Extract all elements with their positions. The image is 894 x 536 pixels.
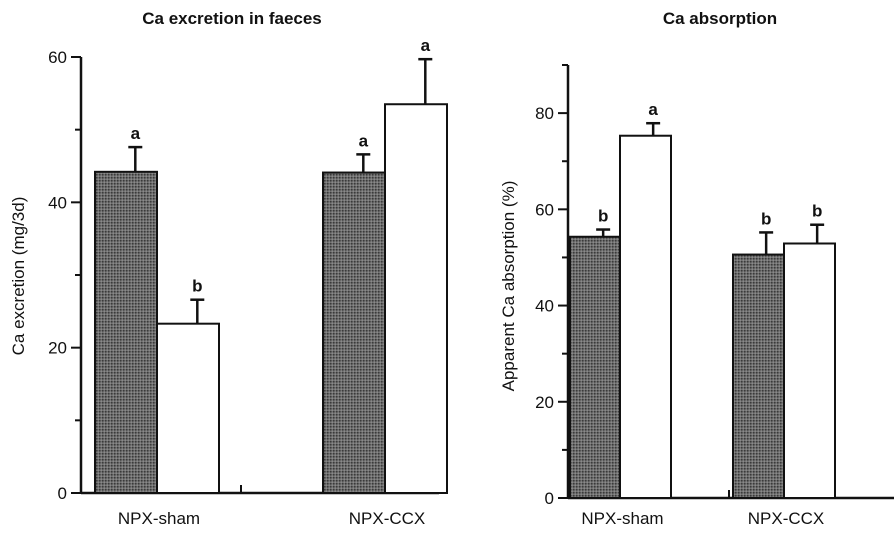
bar [569, 235, 622, 500]
y-tick-label: 40 [48, 193, 67, 212]
significance-letter: b [761, 209, 771, 228]
chart-right-bars: b a b b [569, 100, 836, 500]
bar [94, 170, 158, 495]
y-tick-label: 60 [535, 200, 554, 219]
significance-letter: a [421, 36, 431, 55]
significance-letter: b [812, 202, 822, 221]
chart-left-y-axis-label: Ca excretion (mg/3d) [9, 197, 28, 356]
bar [783, 242, 836, 499]
y-tick-label: 80 [535, 104, 554, 123]
significance-letter: a [359, 131, 369, 150]
chart-right-y-axis-label: Apparent Ca absorption (%) [499, 181, 518, 392]
chart-right-y-ticks: 0 20 40 60 80 [535, 64, 568, 508]
chart-left-y-ticks: 0 20 40 60 [48, 48, 81, 503]
bar [619, 134, 672, 499]
y-tick-label: 40 [535, 297, 554, 316]
bar [732, 253, 785, 499]
significance-letter: a [131, 124, 141, 143]
significance-letter: b [598, 207, 608, 226]
x-category-label: NPX-sham [118, 509, 200, 528]
significance-letter: a [648, 100, 658, 119]
bar [156, 322, 220, 495]
y-tick-label: 0 [545, 489, 554, 508]
chart-right-categories: NPX-sham NPX-CCX [581, 509, 824, 528]
x-category-label: NPX-CCX [748, 509, 825, 528]
y-tick-label: 20 [535, 393, 554, 412]
bar [384, 103, 448, 494]
bar [322, 171, 386, 494]
significance-letter: b [192, 277, 202, 296]
chart-left-bars: a b a a [94, 36, 448, 495]
x-category-label: NPX-sham [581, 509, 663, 528]
y-tick-label: 60 [48, 48, 67, 67]
chart-left-title: Ca excretion in faeces [142, 9, 322, 28]
chart-left-categories: NPX-sham NPX-CCX [118, 509, 425, 528]
x-category-label: NPX-CCX [349, 509, 426, 528]
y-tick-label: 20 [48, 339, 67, 358]
chart-right: Ca absorption Apparent Ca absorption (%)… [499, 9, 894, 528]
y-tick-label: 0 [58, 484, 67, 503]
chart-left: Ca excretion in faeces Ca excretion (mg/… [9, 9, 448, 528]
chart-right-title: Ca absorption [663, 9, 777, 28]
